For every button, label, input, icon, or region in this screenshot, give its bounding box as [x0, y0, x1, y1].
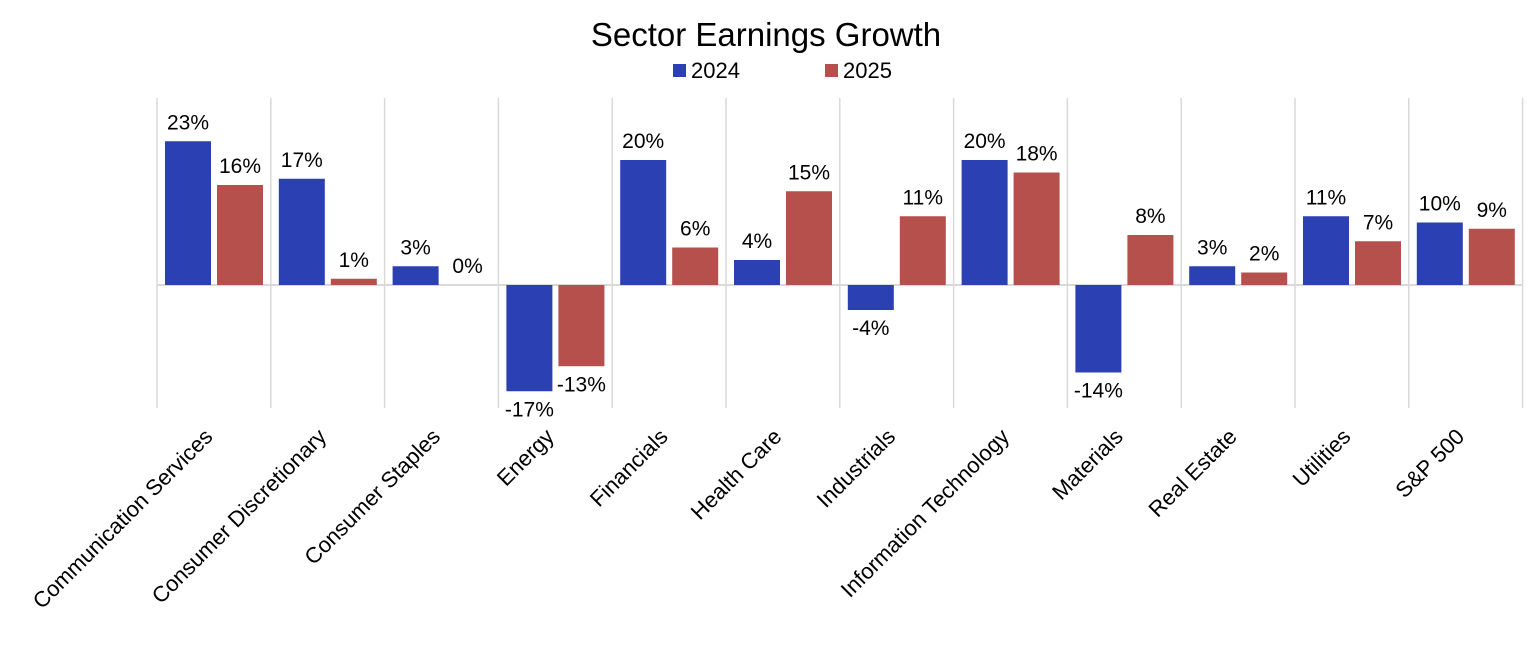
data-label-2024-financials: 20% [622, 130, 664, 153]
category-label-industrials: Industrials [812, 424, 901, 513]
data-label-2024-industrials: -4% [852, 317, 889, 340]
legend-swatch-2025 [825, 64, 838, 77]
data-label-2025-sandp-500: 9% [1477, 199, 1507, 222]
data-label-2025-communication-services: 16% [219, 155, 261, 178]
bar-2025-communication-services [217, 185, 263, 285]
category-label-financials: Financials [585, 424, 673, 512]
bar-2025-consumer-discretionary [330, 278, 377, 285]
data-label-2025-consumer-discretionary: 1% [339, 249, 369, 272]
bar-2025-materials [1127, 235, 1174, 285]
legend: 2024 2025 [673, 58, 892, 83]
bar-2024-sandp-500 [1416, 222, 1463, 285]
bar-2025-financials [672, 247, 719, 285]
bar-2024-communication-services [165, 141, 211, 285]
bar-2024-consumer-staples [392, 266, 439, 285]
legend-label-2024: 2024 [691, 58, 740, 83]
data-label-2024-materials: -14% [1074, 380, 1123, 403]
category-label-sandp-500: S&P 500 [1390, 424, 1469, 503]
bar-2024-financials [620, 160, 667, 285]
category-label-energy: Energy [492, 424, 559, 491]
bar-2024-real-estate [1189, 266, 1236, 285]
data-label-2025-energy: -13% [557, 373, 606, 396]
data-label-2024-communication-services: 23% [167, 111, 209, 134]
data-label-2024-information-technology: 20% [964, 130, 1006, 153]
data-label-2025-financials: 6% [680, 218, 710, 241]
category-label-utilities: Utilities [1288, 424, 1356, 492]
bar-2024-energy [506, 285, 553, 392]
category-gridlines [156, 98, 1524, 408]
bar-2024-industrials [847, 285, 894, 310]
data-label-2025-real-estate: 2% [1249, 243, 1279, 266]
bar-2025-energy [558, 285, 605, 367]
bar-2024-information-technology [961, 160, 1008, 285]
bar-2025-information-technology [1013, 172, 1060, 285]
data-label-2024-real-estate: 3% [1197, 236, 1227, 259]
data-label-2025-materials: 8% [1135, 205, 1165, 228]
bar-2025-sandp-500 [1468, 228, 1515, 285]
data-label-2024-health-care: 4% [742, 230, 772, 253]
data-label-2024-energy: -17% [505, 398, 554, 421]
bar-2024-utilities [1303, 216, 1349, 285]
data-label-2024-utilities: 11% [1306, 186, 1346, 209]
data-label-2024-consumer-discretionary: 17% [281, 149, 323, 172]
category-label-materials: Materials [1047, 424, 1128, 505]
legend-label-2025: 2025 [843, 58, 892, 83]
chart-title: Sector Earnings Growth [591, 16, 941, 53]
data-label-2025-industrials: 11% [903, 186, 943, 209]
data-label-2024-sandp-500: 10% [1419, 193, 1461, 216]
data-label-2025-information-technology: 18% [1016, 143, 1058, 166]
category-label-communication-services: Communication Services [28, 424, 218, 614]
legend-swatch-2024 [673, 64, 686, 77]
bar-2025-industrials [899, 216, 946, 285]
bars [165, 141, 1515, 392]
bar-2024-materials [1075, 285, 1122, 373]
data-labels: 23% 16% 17% 1% 3% 0% -17%-13% 20% 6% 4% 15% -4% 11% 2… [167, 111, 1507, 421]
category-label-real-estate: Real Estate [1144, 424, 1242, 522]
bar-2024-health-care [734, 260, 780, 285]
data-label-2025-consumer-staples: 0% [452, 255, 482, 278]
category-label-health-care: Health Care [686, 424, 787, 525]
data-label-2025-utilities: 7% [1363, 211, 1393, 234]
bar-2024-consumer-discretionary [278, 178, 325, 285]
data-label-2024-consumer-staples: 3% [400, 236, 430, 259]
bar-2025-health-care [786, 191, 832, 285]
bar-2025-real-estate [1241, 272, 1288, 285]
bar-2025-utilities [1355, 241, 1401, 285]
data-label-2025-health-care: 15% [788, 161, 830, 184]
